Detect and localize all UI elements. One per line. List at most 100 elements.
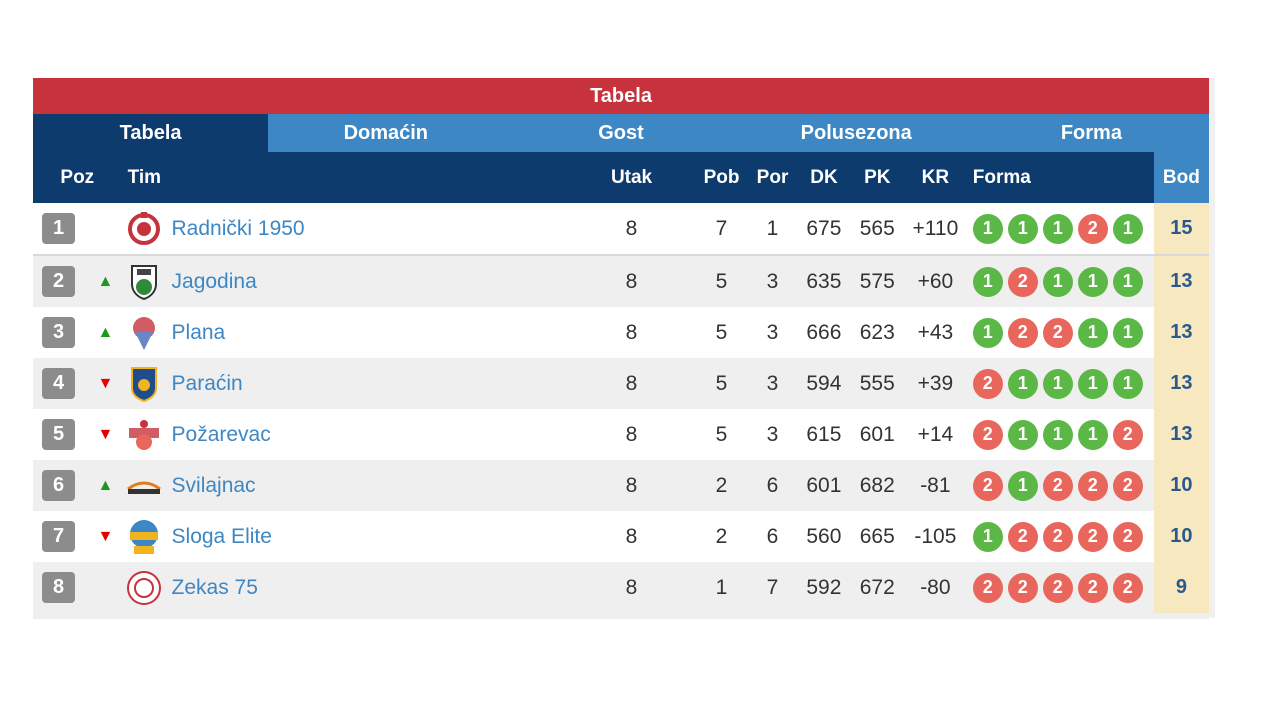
cell-dk: 560 [806, 524, 842, 548]
header-poz: Poz [60, 166, 95, 188]
tab-tabela[interactable]: Tabela [33, 114, 269, 152]
cell-bod: 10 [1153, 511, 1210, 562]
cell-pk: 682 [859, 473, 895, 497]
form-badge: 1 [1042, 419, 1073, 450]
form-badge: 2 [1007, 572, 1038, 603]
cell-dk: 601 [806, 473, 842, 497]
cell-pob: 1 [715, 575, 728, 599]
cell-utak: 8 [625, 371, 638, 395]
form-badge: 2 [1077, 572, 1108, 603]
cell-pob: 5 [715, 371, 728, 395]
form-badge: 1 [972, 266, 1003, 297]
plana-logo-icon [126, 313, 162, 353]
cell-kr: +39 [917, 371, 954, 395]
tab-polusezona[interactable]: Polusezona [800, 121, 912, 144]
form-badge: 1 [972, 521, 1003, 552]
header-kr: KR [921, 166, 950, 188]
header-dk: DK [810, 166, 838, 188]
cell-kr: +14 [917, 422, 954, 446]
widget-title: Tabela [33, 78, 1209, 114]
form-badge: 2 [972, 368, 1003, 399]
position-badge: 6 [42, 470, 75, 501]
form-badge: 1 [1042, 266, 1073, 297]
trend-indicator: ▼ [87, 528, 123, 546]
cell-dk: 592 [806, 575, 842, 599]
cell-pob: 7 [715, 216, 728, 240]
cell-por: 3 [766, 422, 779, 446]
standings-widget: Tabela Tabela Domaćin Gost Polusezona Fo… [33, 78, 1210, 619]
table-row: 7 ▼ Sloga Elite 8 2 6 560 665 -105 1 2 2 2 2 10 [33, 511, 1210, 562]
cell-bod: 13 [1153, 358, 1210, 409]
form-badge: 2 [1112, 521, 1143, 552]
tab-gost[interactable]: Gost [598, 121, 644, 144]
form-badge: 2 [1077, 470, 1108, 501]
cell-dk: 594 [806, 371, 842, 395]
scrollbar-track [1209, 78, 1215, 618]
sloga-logo-icon [126, 517, 162, 557]
form-badge: 2 [1042, 470, 1073, 501]
position-badge: 3 [42, 317, 75, 348]
cell-pk: 665 [859, 524, 895, 548]
trend-down-icon: ▼ [97, 425, 114, 443]
cell-pob: 2 [715, 524, 728, 548]
cell-kr: +43 [917, 320, 954, 344]
header-bod: Bod [1153, 152, 1209, 203]
form-badge: 2 [1077, 213, 1108, 244]
tab-domacin[interactable]: Domaćin [343, 121, 429, 144]
trend-indicator: ▲ [87, 477, 123, 495]
cell-pk: 623 [859, 320, 895, 344]
team-link[interactable]: Plana [171, 320, 226, 344]
form-badge: 1 [1112, 213, 1143, 244]
table-row: 6 ▲ Svilajnac 8 2 6 601 682 -81 2 1 2 2 2 10 [33, 460, 1210, 511]
cell-pob: 2 [715, 473, 728, 497]
form-badge: 2 [972, 470, 1003, 501]
cell-kr: -80 [920, 575, 951, 599]
team-link[interactable]: Svilajnac [171, 473, 256, 497]
table-body: 1 Radnički 1950 8 7 1 675 565 +110 1 1 1 2 1 15 2 ▲ Jago… [33, 203, 1210, 613]
cell-dk: 675 [806, 216, 842, 240]
cell-pob: 5 [715, 320, 728, 344]
tab-forma[interactable]: Forma [1060, 121, 1122, 144]
cell-pk: 555 [859, 371, 895, 395]
cell-por: 7 [766, 575, 779, 599]
cell-dk: 635 [806, 269, 842, 293]
header-pob: Pob [703, 166, 740, 188]
form-badge: 1 [1042, 368, 1073, 399]
trend-indicator: ▼ [87, 426, 123, 444]
team-link[interactable]: Radnički 1950 [171, 216, 305, 240]
tab-bar: Tabela Domaćin Gost Polusezona Forma [33, 114, 1209, 152]
cell-por: 6 [766, 473, 779, 497]
cell-bod: 10 [1153, 460, 1210, 511]
form-badge: 2 [1112, 470, 1143, 501]
form-badge: 2 [1007, 521, 1038, 552]
form-badge: 2 [972, 572, 1003, 603]
cell-por: 3 [766, 320, 779, 344]
cell-bod: 15 [1153, 203, 1210, 254]
header-tim: Tim [127, 166, 162, 188]
form-badge: 1 [1007, 419, 1038, 450]
form-badge: 1 [972, 317, 1003, 348]
position-badge: 8 [42, 572, 75, 603]
trend-up-icon: ▲ [97, 323, 114, 341]
form-badge: 1 [1077, 266, 1108, 297]
form-badge: 2 [1112, 419, 1143, 450]
team-link[interactable]: Jagodina [171, 269, 257, 293]
cell-pk: 601 [859, 422, 895, 446]
cell-pk: 672 [859, 575, 895, 599]
svilajnac-logo-icon [126, 466, 162, 506]
form-badge: 1 [1077, 419, 1108, 450]
team-link[interactable]: Paraćin [171, 371, 243, 395]
team-link[interactable]: Požarevac [171, 422, 271, 446]
form-badge: 1 [1007, 470, 1038, 501]
pozarevac-logo-icon [126, 415, 162, 455]
team-link[interactable]: Sloga Elite [171, 524, 272, 548]
form-badge: 1 [1112, 266, 1143, 297]
cell-utak: 8 [625, 524, 638, 548]
team-link[interactable]: Zekas 75 [171, 575, 258, 599]
form-badge: 2 [1077, 521, 1108, 552]
cell-pob: 5 [715, 269, 728, 293]
cell-pk: 565 [859, 216, 895, 240]
